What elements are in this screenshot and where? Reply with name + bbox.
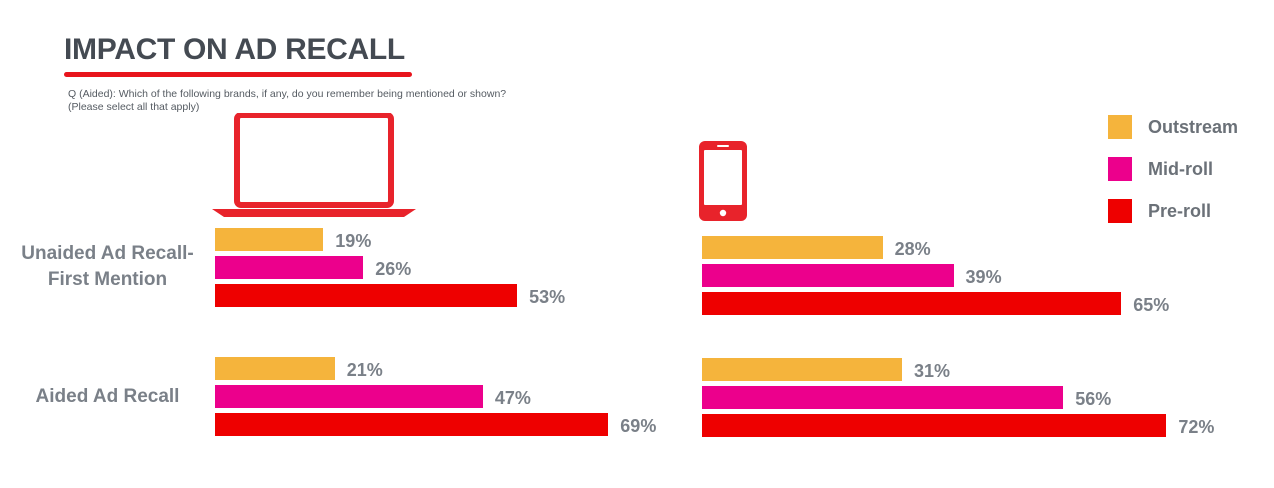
data-label-mobile-unaided-outstream: 28% [894,239,931,259]
bar-mobile-unaided-mid-roll [702,264,954,287]
bar-mobile-unaided-pre-roll [702,292,1122,315]
bar-desktop-unaided-mid-roll [215,256,364,279]
question-text: Q (Aided): Which of the following brands… [68,88,628,114]
legend-swatch-pre-roll [1108,199,1132,223]
category-label-aided: Aided Ad Recall [20,384,195,410]
data-label-mobile-aided-outstream: 31% [913,361,950,381]
bar-mobile-unaided-outstream [702,236,883,259]
legend-label-outstream: Outstream [1148,117,1239,137]
page-title: IMPACT ON AD RECALL [64,33,405,66]
data-label-mobile-unaided-mid-roll: 39% [965,267,1002,287]
bar-mobile-aided-mid-roll [702,386,1064,409]
category-label-unaided: Unaided Ad Recall- First Mention [20,241,195,293]
bar-desktop-unaided-pre-roll [215,284,518,307]
category-label-aided-line-1: Aided Ad Recall [35,386,180,407]
question-line-1: Q (Aided): Which of the following brands… [68,88,507,100]
bar-desktop-unaided-outstream [215,228,324,251]
category-label-unaided-line-2: First Mention [47,269,168,290]
data-label-desktop-aided-pre-roll: 69% [620,416,657,436]
data-label-desktop-unaided-outstream: 19% [335,231,372,251]
data-label-desktop-aided-mid-roll: 47% [494,388,531,408]
legend-swatch-outstream [1108,115,1132,139]
title-underline [64,72,412,77]
legend-label-pre-roll: Pre-roll [1148,201,1212,221]
data-label-mobile-aided-pre-roll: 72% [1178,417,1215,437]
category-label-unaided-line-1: Unaided Ad Recall- [21,243,194,264]
bar-mobile-aided-outstream [702,358,902,381]
laptop-icon [212,113,416,217]
data-label-desktop-unaided-mid-roll: 26% [375,259,412,279]
smartphone-icon [699,141,747,221]
data-label-desktop-aided-outstream: 21% [346,360,383,380]
legend-label-mid-roll: Mid-roll [1148,159,1213,179]
data-label-mobile-aided-mid-roll: 56% [1075,389,1112,409]
data-label-desktop-unaided-pre-roll: 53% [529,287,566,307]
bar-desktop-aided-mid-roll [215,385,483,408]
legend-swatch-mid-roll [1108,157,1132,181]
bar-desktop-aided-pre-roll [215,413,609,436]
question-line-2: (Please select all that apply) [68,101,200,113]
bar-mobile-aided-pre-roll [702,414,1167,437]
data-label-mobile-unaided-pre-roll: 65% [1133,295,1170,315]
bar-desktop-aided-outstream [215,357,335,380]
